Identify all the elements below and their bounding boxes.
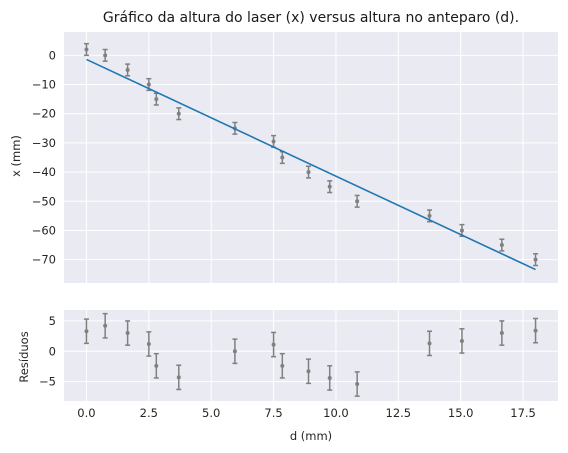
data-point [103,53,108,58]
x-tick-label: 15.0 [448,406,474,420]
data-point [459,338,464,343]
y-axis-label-main: x (mm) [9,135,23,177]
data-point [146,82,151,87]
y-tick-label: −40 [32,165,56,179]
y-tick-label: −30 [32,136,56,150]
data-point [355,382,360,387]
data-point [232,349,237,354]
x-tick-label: 10.0 [323,406,349,420]
plot-background [64,310,558,401]
x-tick-label: 2.5 [140,406,158,420]
y-tick-label: −50 [32,194,56,208]
data-point [327,375,332,380]
data-point [176,111,181,116]
x-tick-label: 12.5 [386,406,412,420]
data-point [271,342,276,347]
data-point [306,369,311,374]
data-point [533,257,538,262]
chart-title: Gráfico da altura do laser (x) versus al… [103,10,519,26]
y-tick-label: −10 [32,78,56,92]
fit-line [86,58,536,271]
data-point [154,97,159,102]
x-tick-label: 5.0 [202,406,220,420]
data-point [327,184,332,189]
data-point [84,47,89,52]
data-point [103,323,108,328]
data-point [280,155,285,160]
y-tick-label: 0 [49,48,56,62]
data-point [306,170,311,175]
y-tick-label: −5 [39,375,56,389]
x-tick-label: 7.5 [264,406,282,420]
data-point [271,139,276,144]
x-tick-label: 17.5 [510,406,536,420]
main-plot-panel: 0 −10 −20 −30 −40 −50 −60 −70 [32,32,558,283]
data-point [459,228,464,233]
data-point [154,363,159,368]
y-tick-label: −70 [32,253,56,267]
data-point [146,341,151,346]
x-tick-label: 0.0 [77,406,95,420]
y-axis-label-residuals: Resíduos [17,331,31,382]
data-point [125,67,130,72]
data-point [176,375,181,380]
x-axis-label: d (mm) [290,429,332,443]
data-point [499,243,504,248]
data-point [355,199,360,204]
residuals-plot-panel: 0.0 2.5 5.0 7.5 10.0 12.5 15.0 17.5 5 0 −5 [39,310,558,420]
data-point [125,331,130,336]
data-point [499,331,504,336]
y-tick-label: 0 [49,344,56,358]
y-tick-label: 5 [49,314,56,328]
data-point [533,328,538,333]
data-point [427,213,432,218]
y-tick-label: −60 [32,223,56,237]
data-point [84,329,89,334]
y-tick-label: −20 [32,107,56,121]
data-point [427,341,432,346]
data-point [280,363,285,368]
